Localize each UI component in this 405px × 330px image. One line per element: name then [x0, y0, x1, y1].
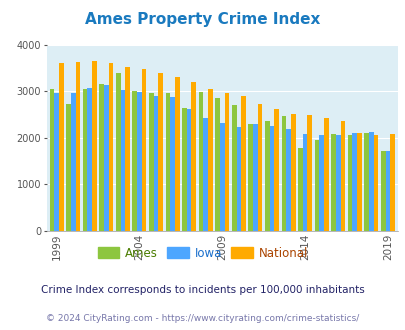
Bar: [132, 91, 137, 231]
Bar: [149, 92, 153, 231]
Bar: [269, 126, 274, 231]
Bar: [49, 89, 54, 231]
Bar: [59, 63, 64, 231]
Bar: [191, 82, 196, 231]
Bar: [302, 134, 307, 231]
Bar: [257, 104, 262, 231]
Bar: [54, 92, 59, 231]
Bar: [186, 109, 191, 231]
Bar: [116, 74, 120, 231]
Legend: Ames, Iowa, National: Ames, Iowa, National: [98, 247, 307, 260]
Bar: [198, 92, 203, 231]
Bar: [66, 104, 71, 231]
Bar: [281, 116, 286, 231]
Bar: [182, 109, 186, 231]
Bar: [125, 67, 130, 231]
Bar: [141, 69, 146, 231]
Bar: [92, 61, 96, 231]
Bar: [307, 115, 311, 231]
Bar: [71, 92, 75, 231]
Text: Crime Index corresponds to incidents per 100,000 inhabitants: Crime Index corresponds to incidents per…: [41, 285, 364, 295]
Bar: [352, 133, 356, 231]
Bar: [104, 84, 109, 231]
Bar: [364, 133, 368, 231]
Bar: [264, 121, 269, 231]
Bar: [165, 93, 170, 231]
Bar: [207, 89, 212, 231]
Bar: [170, 97, 175, 231]
Bar: [314, 140, 319, 231]
Bar: [319, 135, 323, 231]
Bar: [252, 124, 257, 231]
Bar: [274, 109, 278, 231]
Bar: [231, 105, 236, 231]
Bar: [215, 98, 220, 231]
Bar: [335, 135, 340, 231]
Bar: [137, 92, 141, 231]
Bar: [297, 148, 302, 231]
Bar: [323, 118, 328, 231]
Bar: [290, 114, 295, 231]
Bar: [75, 62, 80, 231]
Bar: [389, 134, 394, 231]
Text: © 2024 CityRating.com - https://www.cityrating.com/crime-statistics/: © 2024 CityRating.com - https://www.city…: [46, 314, 359, 323]
Bar: [220, 123, 224, 231]
Bar: [373, 135, 377, 231]
Bar: [368, 132, 373, 231]
Bar: [87, 88, 92, 231]
Bar: [120, 90, 125, 231]
Bar: [380, 151, 385, 231]
Bar: [224, 92, 229, 231]
Bar: [330, 134, 335, 231]
Bar: [385, 151, 389, 231]
Bar: [153, 96, 158, 231]
Bar: [175, 77, 179, 231]
Bar: [248, 124, 252, 231]
Bar: [340, 121, 344, 231]
Bar: [286, 129, 290, 231]
Bar: [203, 118, 207, 231]
Text: Ames Property Crime Index: Ames Property Crime Index: [85, 12, 320, 26]
Bar: [99, 84, 104, 231]
Bar: [356, 133, 361, 231]
Bar: [109, 63, 113, 231]
Bar: [158, 74, 162, 231]
Bar: [347, 135, 352, 231]
Bar: [241, 96, 245, 231]
Bar: [83, 89, 87, 231]
Bar: [236, 127, 241, 231]
